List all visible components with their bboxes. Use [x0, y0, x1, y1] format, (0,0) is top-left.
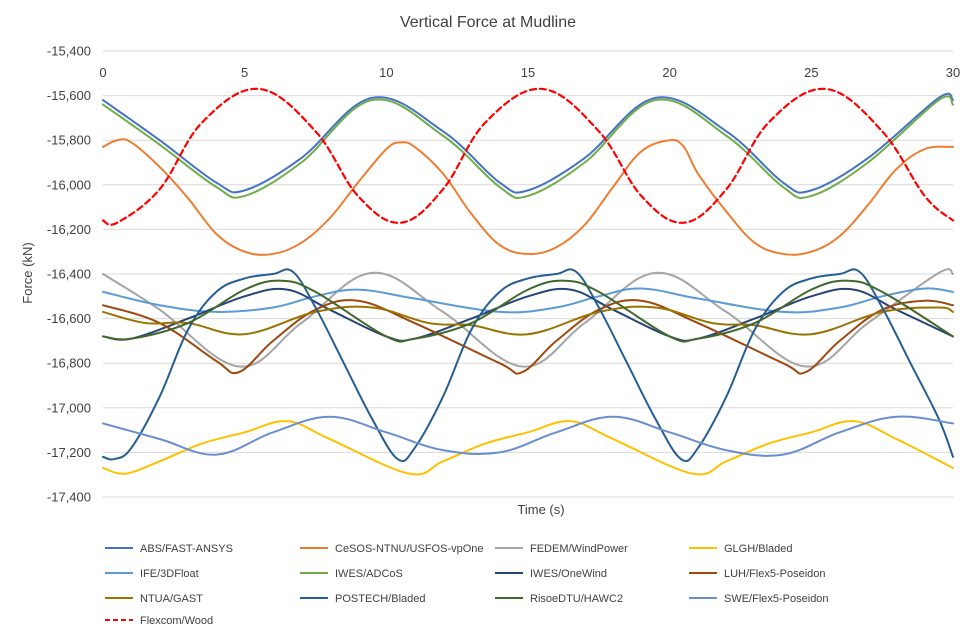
- legend-label: IWES/ADCoS: [335, 568, 403, 580]
- y-tick-label: -16,200: [47, 222, 91, 237]
- legend-label: ABS/FAST-ANSYS: [140, 543, 233, 555]
- y-tick-label: -15,800: [47, 133, 91, 148]
- y-tick-label: -15,400: [47, 44, 91, 59]
- legend: ABS/FAST-ANSYS CeSOS-NTNU/USFOS-vpOne FEDE…: [105, 543, 829, 627]
- x-axis-title: Time (s): [517, 502, 564, 517]
- series-line-6: [102, 287, 954, 342]
- x-tick-label: 25: [804, 65, 818, 80]
- x-tick-label: 15: [521, 65, 535, 80]
- series-line-12: [101, 87, 955, 226]
- series-line-1: [102, 138, 954, 256]
- x-tick-label: 5: [241, 65, 248, 80]
- x-tick-label: 20: [662, 65, 676, 80]
- y-axis-title: Force (kN): [20, 242, 35, 303]
- series-line-9: [102, 268, 954, 463]
- series-line-0: [102, 92, 954, 194]
- y-tick-labels: -15,400 -15,600 -15,800 -16,000 -16,200 -16,4…: [47, 44, 91, 505]
- series-line-3: [102, 420, 954, 476]
- grid-lines: [103, 50, 953, 498]
- legend-label: NTUA/GAST: [140, 593, 203, 605]
- legend-label: IWES/OneWind: [530, 568, 607, 580]
- legend-label: POSTECH/Bladed: [335, 593, 425, 605]
- legend-label: GLGH/Bladed: [724, 543, 792, 555]
- y-tick-label: -17,200: [47, 445, 91, 460]
- x-tick-label: 30: [946, 65, 960, 80]
- y-tick-label: -16,600: [47, 311, 91, 326]
- legend-label: SWE/Flex5-Poseidon: [724, 593, 829, 605]
- y-tick-label: -15,600: [47, 88, 91, 103]
- series-line-11: [102, 415, 954, 457]
- series-line-7: [102, 299, 954, 375]
- chart-title: Vertical Force at Mudline: [400, 14, 576, 31]
- series-line-4: [102, 287, 954, 314]
- legend-label: RisoeDTU/HAWC2: [530, 593, 623, 605]
- x-tick-label: 10: [379, 65, 393, 80]
- y-tick-label: -17,000: [47, 400, 91, 415]
- legend-label: CeSOS-NTNU/USFOS-vpOne: [335, 543, 484, 555]
- legend-label: FEDEM/WindPower: [530, 543, 628, 555]
- series-line-5: [102, 95, 954, 199]
- y-tick-label: -16,000: [47, 177, 91, 192]
- y-tick-label: -16,400: [47, 267, 91, 282]
- legend-label: IFE/3DFloat: [140, 568, 199, 580]
- legend-label: Flexcom/Wood: [140, 615, 213, 627]
- series-line-10: [102, 279, 954, 343]
- series-line-8: [102, 305, 954, 336]
- legend-label: LUH/Flex5-Poseidon: [724, 568, 826, 580]
- y-tick-label: -16,800: [47, 356, 91, 371]
- series-lines: [101, 87, 955, 476]
- x-tick-label: 0: [99, 65, 106, 80]
- y-tick-label: -17,400: [47, 490, 91, 505]
- x-tick-labels: 0 5 10 15 20 25 30: [99, 65, 960, 80]
